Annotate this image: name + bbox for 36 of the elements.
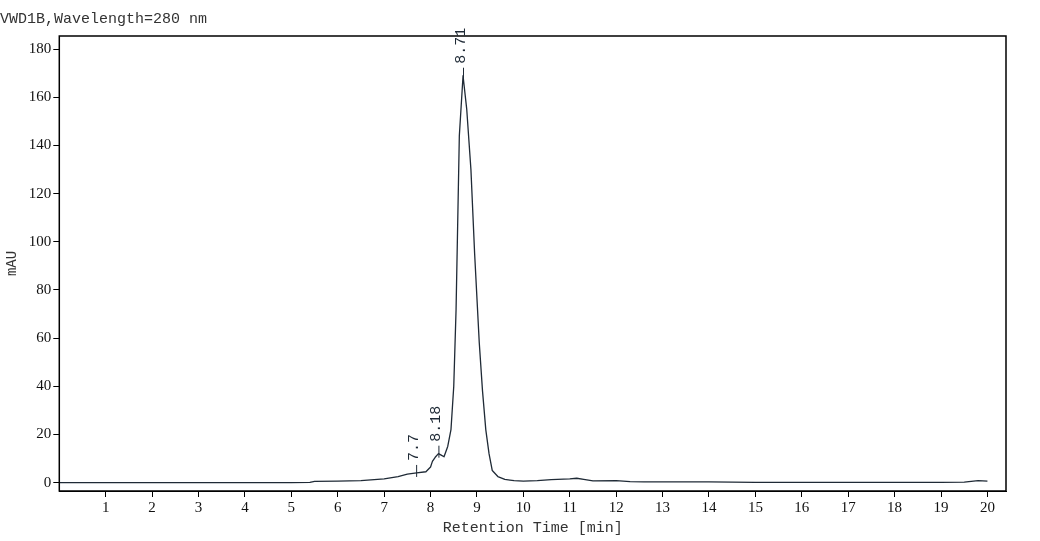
x-tick-label: 15	[747, 498, 763, 515]
y-tick-label: 0	[43, 473, 52, 490]
x-tick-label: 2	[148, 498, 156, 515]
x-tick-label: 7	[380, 498, 389, 515]
x-tick-label: 4	[241, 498, 250, 515]
y-tick-label: 60	[36, 329, 52, 346]
x-tick-label: 18	[887, 498, 903, 515]
x-tick-label: 11	[562, 498, 577, 515]
y-tick-label: 80	[36, 280, 52, 297]
annotation: 8.71	[452, 27, 470, 64]
x-tick-label: 9	[473, 498, 481, 515]
x-tick-label: 19	[933, 498, 949, 515]
y-tick-label: 180	[28, 40, 52, 57]
annotation: 8.18	[428, 405, 446, 442]
y-tick-label: 140	[28, 136, 52, 153]
x-tick-label: 16	[794, 498, 810, 515]
x-tick-label: 20	[979, 498, 995, 515]
x-tick-label: 3	[194, 498, 203, 515]
annotation: 7.7	[406, 433, 424, 461]
y-tick-label: 100	[28, 232, 52, 249]
x-tick-label: 1	[101, 498, 110, 515]
chart-title: VWD1B,Wavelength=280 nm	[0, 10, 208, 28]
y-tick-label: 20	[36, 425, 52, 442]
x-axis-title: Retention Time [min]	[442, 519, 623, 537]
x-tick-label: 8	[426, 498, 435, 515]
y-tick-label: 120	[28, 184, 52, 201]
y-tick-label: 160	[28, 88, 52, 105]
x-tick-label: 12	[608, 498, 624, 515]
x-tick-label: 10	[515, 498, 531, 515]
x-tick-label: 6	[333, 498, 342, 515]
x-tick-label: 5	[287, 498, 296, 515]
x-tick-label: 14	[701, 498, 717, 515]
x-tick-label: 13	[655, 498, 671, 515]
x-tick-label: 17	[840, 498, 857, 515]
y-axis-title: mAU	[4, 250, 21, 277]
y-tick-label: 40	[36, 377, 52, 394]
